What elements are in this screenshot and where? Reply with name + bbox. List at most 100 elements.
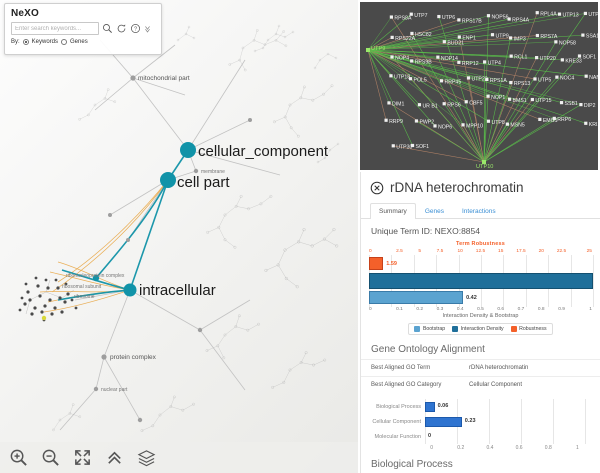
view-toolbar[interactable] <box>0 442 358 473</box>
network-edge <box>367 34 583 51</box>
network-node[interactable] <box>391 144 395 148</box>
axis-tick: 0 <box>430 445 433 451</box>
network-node[interactable] <box>387 101 391 105</box>
radio-genes[interactable] <box>61 39 68 45</box>
close-icon[interactable] <box>370 181 384 195</box>
network-hub-node[interactable] <box>482 160 486 164</box>
network-node[interactable] <box>490 33 495 37</box>
reset-icon[interactable] <box>116 23 127 34</box>
collapse-button[interactable] <box>105 448 124 467</box>
tree-highlight-nodes[interactable] <box>92 142 196 297</box>
expand-icon[interactable] <box>144 23 151 34</box>
zoom-out-button[interactable] <box>41 448 60 467</box>
network-node[interactable] <box>457 60 461 64</box>
radio-keywords[interactable] <box>22 39 29 45</box>
network-node[interactable] <box>417 103 422 107</box>
legend-item-interaction-density[interactable]: Interaction Density <box>452 326 504 332</box>
network-node[interactable] <box>560 58 564 62</box>
network-node[interactable] <box>505 122 509 126</box>
network-edge <box>483 123 508 163</box>
network-node[interactable] <box>535 11 539 15</box>
axis-tick: 0.8 <box>544 445 552 451</box>
network-node[interactable] <box>389 15 393 19</box>
network-node[interactable] <box>410 31 414 36</box>
goa-bar[interactable] <box>425 416 462 427</box>
goa-bar[interactable] <box>425 401 435 412</box>
search-icon[interactable] <box>102 23 113 34</box>
help-icon[interactable]: ? <box>130 23 141 34</box>
ontology-tree-panel[interactable]: cellular_component cell part intracellul… <box>0 0 358 473</box>
tab-genes[interactable]: Genes <box>424 208 444 215</box>
network-node[interactable] <box>409 12 413 16</box>
network-node[interactable] <box>486 119 491 123</box>
tab-summary[interactable]: Summary <box>370 203 416 219</box>
network-node-label: UTP9 <box>496 33 509 39</box>
network-node[interactable] <box>461 123 465 127</box>
network-node[interactable] <box>486 94 490 98</box>
network-node[interactable] <box>584 74 588 78</box>
network-node[interactable] <box>389 74 393 78</box>
network-node[interactable] <box>555 75 559 79</box>
network-node[interactable] <box>485 77 489 82</box>
network-node[interactable] <box>442 102 446 106</box>
network-node[interactable] <box>584 121 588 125</box>
term-detail-panel[interactable]: rDNA heterochromatin Summary Genes Inter… <box>360 172 600 473</box>
network-edge <box>410 78 485 163</box>
network-node[interactable] <box>408 77 413 81</box>
search-input[interactable] <box>11 22 99 35</box>
zoom-in-button[interactable] <box>9 448 28 467</box>
network-node[interactable] <box>410 143 415 148</box>
network-node[interactable] <box>535 56 539 60</box>
network-node[interactable] <box>583 11 587 16</box>
network-node[interactable] <box>457 18 461 22</box>
legend-item-robustness[interactable]: Robustness <box>510 326 547 332</box>
network-node[interactable] <box>581 33 585 37</box>
search-panel[interactable]: NeXO ? By: Keywords <box>4 3 162 55</box>
network-node[interactable] <box>483 60 487 64</box>
network-node[interactable] <box>433 124 437 128</box>
interaction-network-panel[interactable]: RPS8A UTP7 UTP6 RPS17B NOP56 RPS4A RPL4A UTP13 U… <box>360 2 598 170</box>
network-node[interactable] <box>436 55 440 59</box>
bar-interaction-density[interactable] <box>369 273 593 289</box>
legend-item-bootstrap[interactable]: Bootstrap <box>414 326 445 332</box>
fit-screen-button[interactable] <box>73 448 92 467</box>
bar-bootstrap[interactable] <box>369 291 464 304</box>
network-hub-node[interactable] <box>366 48 370 52</box>
network-node[interactable] <box>464 100 468 104</box>
network-node[interactable] <box>507 17 511 21</box>
network-node[interactable] <box>535 33 539 38</box>
bar-robustness[interactable] <box>369 257 384 270</box>
network-node[interactable] <box>557 12 562 16</box>
network-node-label: NOP6 <box>438 125 452 131</box>
network-node[interactable] <box>559 101 564 105</box>
detail-tabs[interactable]: Summary Genes Interactions <box>361 202 600 219</box>
tree-nodes[interactable] <box>93 75 252 423</box>
network-node[interactable] <box>507 97 512 101</box>
interaction-network-graphic[interactable]: RPS8A UTP7 UTP6 RPS17B NOP56 RPS4A RPL4A UTP13 U… <box>360 2 598 170</box>
axis-tick: 0 <box>369 249 372 254</box>
network-node[interactable] <box>439 79 444 83</box>
network-node[interactable] <box>384 118 388 122</box>
network-node[interactable] <box>509 36 513 40</box>
tab-interactions[interactable]: Interactions <box>461 208 496 215</box>
network-node[interactable] <box>437 14 441 19</box>
network-node[interactable] <box>390 35 394 39</box>
network-node[interactable] <box>509 80 513 85</box>
network-node[interactable] <box>530 97 534 102</box>
network-node[interactable] <box>390 55 394 59</box>
network-node[interactable] <box>442 40 446 44</box>
ontology-tree-graphic[interactable]: cellular_component cell part intracellul… <box>0 0 358 473</box>
network-node[interactable] <box>509 54 513 58</box>
network-node[interactable] <box>554 40 558 44</box>
network-node[interactable] <box>486 14 491 18</box>
layers-button[interactable] <box>137 448 156 467</box>
network-node[interactable] <box>533 77 537 81</box>
network-node[interactable] <box>414 119 419 123</box>
network-node[interactable] <box>410 59 414 63</box>
network-node[interactable] <box>552 116 556 120</box>
network-node[interactable] <box>538 117 542 121</box>
network-node[interactable] <box>466 76 471 80</box>
network-node[interactable] <box>577 54 582 58</box>
network-node[interactable] <box>579 103 583 107</box>
network-node[interactable] <box>457 35 461 39</box>
